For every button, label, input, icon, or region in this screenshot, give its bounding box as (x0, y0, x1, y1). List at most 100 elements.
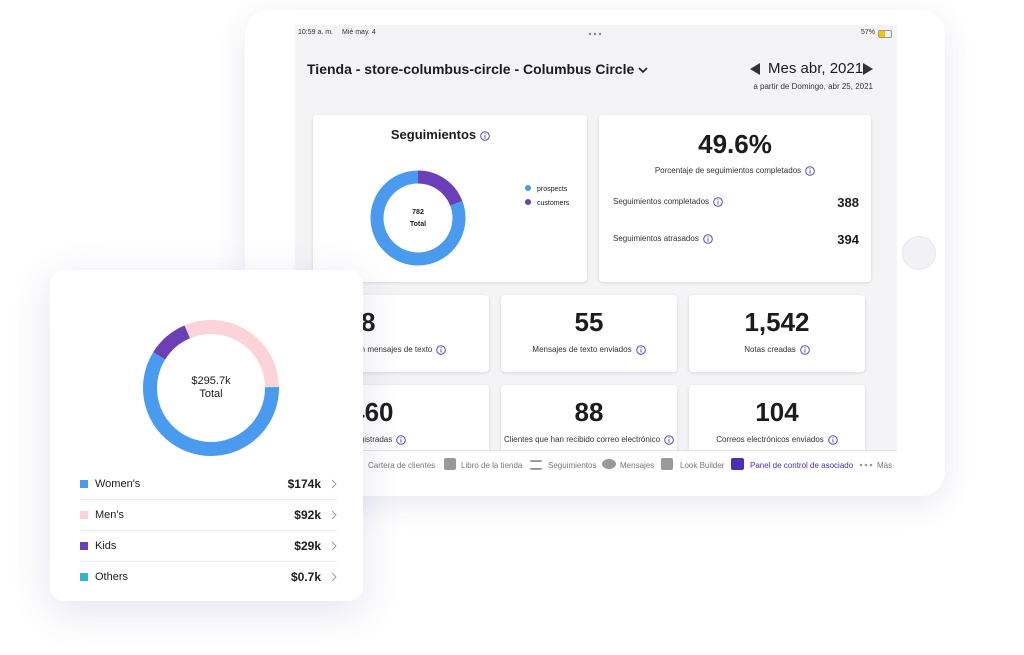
battery-label: 57% (861, 29, 876, 36)
tab-icon (602, 459, 616, 469)
metric-card: 88 Clientes que han recibido correo elect… (501, 385, 677, 462)
metric-label: Clientes que han recibido correo electró… (503, 435, 661, 444)
info-icon[interactable] (703, 234, 713, 244)
followups-card: Seguimientos 782 Total prospects customers (313, 115, 587, 282)
tab-icon (444, 458, 456, 470)
screen: 10:59 a. m. Mié may. 4 57% Tienda - stor… (295, 25, 897, 479)
period-label: Mes abr, 2021 (768, 60, 864, 77)
sales-donut (143, 320, 279, 456)
metric-card: 1,542 Notas creadas (689, 295, 865, 372)
info-icon[interactable] (635, 345, 646, 355)
info-icon[interactable] (805, 166, 815, 176)
row-value: 388 (837, 195, 859, 210)
donut-segment (143, 352, 279, 456)
info-ring (664, 435, 674, 445)
item-value: $92k (294, 508, 321, 522)
home-button[interactable] (902, 236, 936, 270)
swatch (80, 511, 88, 519)
tab[interactable]: Cartera de clientes (368, 461, 436, 470)
sales-center: $295.7k Total (161, 375, 261, 401)
metric-card: 104 Correos electrónicos enviados (689, 385, 865, 462)
tab-bar: Cartera de clientes Libro de la tienda S… (295, 450, 897, 479)
prev-period[interactable] (749, 62, 761, 76)
info-icon[interactable] (799, 345, 810, 355)
sales-row[interactable]: Kids $29k (80, 530, 337, 562)
store-selector[interactable]: Tienda - store-columbus-circle - Columbu… (307, 61, 648, 77)
tab-active[interactable]: Panel de control de asociado (750, 461, 854, 470)
tab-icon (731, 458, 744, 470)
followups-title-row: Seguimientos (313, 127, 568, 142)
donut-segment (370, 170, 466, 266)
period-since: a partir de Domingo, abr 25, 2021 (753, 82, 873, 91)
swatch (80, 573, 88, 581)
donut-segment (184, 320, 279, 388)
tab[interactable]: Libro de la tienda (461, 461, 523, 470)
overdue-row: Seguimientos atrasados (613, 234, 713, 244)
tab[interactable]: Más (877, 461, 893, 470)
more-dots (588, 32, 602, 36)
info-dot (804, 347, 806, 349)
info-icon[interactable] (827, 435, 838, 445)
chevron-path (331, 541, 337, 551)
store-name: Tienda - store-columbus-circle - Columbu… (307, 61, 635, 77)
item-value: $174k (287, 477, 321, 491)
completion-caption-row: Porcentaje de seguimientos completados (599, 166, 871, 176)
metric-value: 104 (755, 397, 799, 427)
item-name: Men's (95, 509, 124, 521)
sales-row[interactable]: Men's $92k (80, 499, 337, 531)
row-value: 394 (837, 232, 859, 247)
metric-caption: Notas creadas (689, 344, 865, 355)
info-dot (440, 347, 442, 349)
legend-item: prospects (525, 185, 569, 193)
info-dot (639, 347, 642, 349)
info-icon[interactable] (713, 197, 723, 207)
completion-caption: Porcentaje de seguimientos completados (654, 166, 802, 176)
chevron (331, 572, 337, 582)
tab[interactable]: Look Builder (680, 461, 725, 470)
tab-icon (530, 460, 542, 470)
metric-caption: Clientes que han recibido correo electró… (501, 434, 677, 445)
item-value: $29k (294, 539, 321, 553)
info-ring (635, 345, 646, 355)
followups-center: 782 Total (398, 207, 438, 231)
swatch (80, 542, 88, 550)
status-time: 10:59 a. m. (298, 29, 334, 36)
status-date: Mié may. 4 (342, 29, 376, 36)
info-ring (799, 345, 810, 355)
sales-card: $295.7k Total Women's $174k Men's $92k Kids $2… (50, 270, 363, 601)
chevron-path (331, 510, 337, 520)
sales-row[interactable]: Women's $174k (80, 468, 337, 500)
item-name: Women's (95, 478, 141, 490)
legend-label: prospects (537, 186, 568, 193)
tab[interactable]: Seguimientos (548, 461, 597, 470)
next-period[interactable] (862, 62, 874, 76)
info-icon[interactable] (436, 345, 447, 355)
legend-swatch (525, 199, 531, 205)
info-icon[interactable] (480, 130, 490, 141)
completion-card: 49.6% Porcentaje de seguimientos complet… (599, 115, 871, 282)
tab-icon (661, 458, 673, 470)
tab[interactable]: Mensajes (620, 461, 655, 470)
metric-label: Correos electrónicos enviados (716, 435, 824, 444)
battery-icon (878, 30, 892, 38)
row-label: Seguimientos completados (613, 197, 710, 207)
info-ring (436, 345, 447, 355)
chevron (331, 510, 337, 520)
tab-icon (859, 463, 873, 467)
metric-card: 55 Mensajes de texto enviados (501, 295, 677, 372)
chevron (331, 541, 337, 551)
info-dot (832, 437, 834, 439)
row-label: Seguimientos atrasados (613, 234, 699, 244)
info-icon[interactable] (664, 435, 674, 445)
total-caption: Total (409, 221, 427, 228)
chevron-path (331, 479, 337, 489)
info-dot (400, 437, 402, 439)
item-value: $0.7k (290, 570, 321, 584)
info-dot (668, 437, 670, 439)
chevron-path (331, 572, 337, 582)
metric-caption: Correos electrónicos enviados (689, 434, 865, 445)
completed-row: Seguimientos completados (613, 197, 723, 207)
sales-row[interactable]: Others $0.7k (80, 561, 337, 592)
info-icon[interactable] (396, 435, 407, 445)
